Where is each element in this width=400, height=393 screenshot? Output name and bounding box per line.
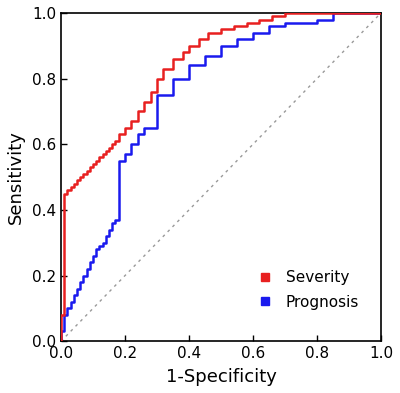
Legend: Severity, Prognosis: Severity, Prognosis: [242, 263, 367, 317]
X-axis label: 1-Specificity: 1-Specificity: [166, 368, 276, 386]
Y-axis label: Sensitivity: Sensitivity: [7, 130, 25, 224]
